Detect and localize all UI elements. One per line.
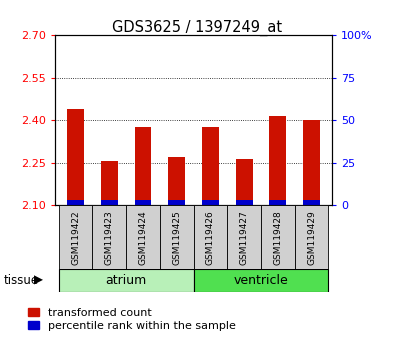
Text: GSM119424: GSM119424 <box>139 211 147 266</box>
Text: GSM119427: GSM119427 <box>240 211 248 266</box>
Bar <box>101 200 118 205</box>
Bar <box>101 161 118 205</box>
FancyBboxPatch shape <box>227 205 261 271</box>
Bar <box>269 200 286 205</box>
Text: GSM119423: GSM119423 <box>105 211 114 266</box>
Bar <box>135 200 151 205</box>
Bar <box>236 159 252 205</box>
Text: ▶: ▶ <box>34 274 43 287</box>
Text: GSM119426: GSM119426 <box>206 211 215 266</box>
Bar <box>269 116 286 205</box>
Bar <box>67 200 84 205</box>
Text: GSM119425: GSM119425 <box>172 211 181 266</box>
Text: tissue: tissue <box>4 274 39 287</box>
Text: GSM119422: GSM119422 <box>71 211 80 266</box>
Bar <box>67 109 84 205</box>
Text: GSM119429: GSM119429 <box>307 211 316 266</box>
FancyBboxPatch shape <box>126 205 160 271</box>
Text: GSM119428: GSM119428 <box>273 211 282 266</box>
FancyBboxPatch shape <box>194 269 328 292</box>
Bar <box>168 157 185 205</box>
Bar <box>236 200 252 205</box>
Text: GDS3625 / 1397249_at: GDS3625 / 1397249_at <box>113 19 282 36</box>
Text: atrium: atrium <box>105 274 147 287</box>
Text: ventricle: ventricle <box>233 274 288 287</box>
FancyBboxPatch shape <box>194 205 227 271</box>
FancyBboxPatch shape <box>59 269 194 292</box>
FancyBboxPatch shape <box>92 205 126 271</box>
FancyBboxPatch shape <box>295 205 328 271</box>
Bar <box>303 120 320 205</box>
Bar <box>303 200 320 205</box>
Bar <box>202 127 219 205</box>
Bar <box>135 127 151 205</box>
Legend: transformed count, percentile rank within the sample: transformed count, percentile rank withi… <box>28 308 235 331</box>
FancyBboxPatch shape <box>160 205 194 271</box>
FancyBboxPatch shape <box>261 205 295 271</box>
Bar <box>202 200 219 205</box>
FancyBboxPatch shape <box>59 205 92 271</box>
Bar <box>168 200 185 205</box>
